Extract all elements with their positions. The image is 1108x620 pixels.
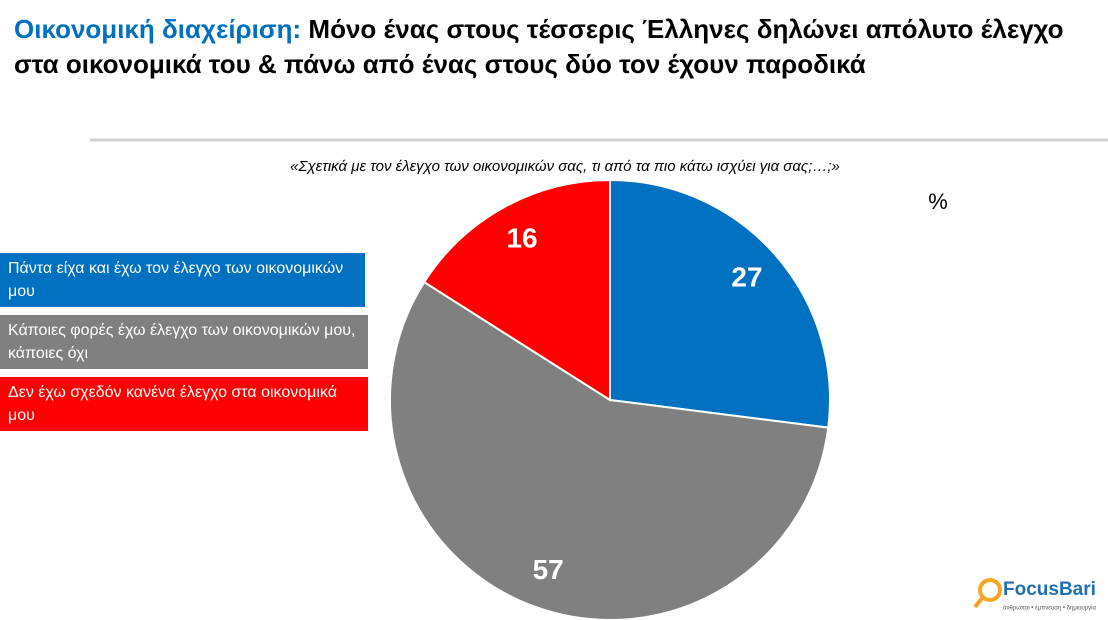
- pie-slice: [422, 178, 611, 402]
- logo-icon: [978, 578, 1002, 602]
- logo: FocusBari άνθρωποι • έμπνευση • δημιουργ…: [973, 578, 1097, 612]
- value-label: 16: [506, 222, 537, 253]
- logo-icon: [973, 595, 985, 609]
- title: Οικονομική διαχείριση: Μόνο ένας στους τ…: [14, 12, 1084, 82]
- legend-item: Κάποιες φορές έχω έλεγχο των οικονομικών…: [0, 315, 368, 369]
- title-text: Μόνο ένας στους τέσσερις Έλληνες δηλώνει…: [14, 14, 1064, 79]
- value-label: 27: [731, 262, 762, 293]
- legend-item: Δεν έχω σχεδόν κανένα έλεγχο στα οικονομ…: [0, 377, 368, 431]
- logo-name: FocusBari: [1003, 579, 1096, 600]
- legend-item: Πάντα είχα και έχω τον έλεγχο των οικονο…: [0, 253, 365, 307]
- title-prefix: Οικονομική διαχείριση:: [14, 14, 302, 44]
- pie-slice: [609, 178, 831, 429]
- pie-slice: [389, 280, 830, 620]
- unit-label: %: [928, 189, 948, 214]
- subtitle: «Σχετικά με τον έλεγχο των οικονομικών σ…: [290, 158, 840, 175]
- value-label: 57: [533, 554, 564, 585]
- logo-tagline: άνθρωποι • έμπνευση • δημιουργία: [1003, 605, 1097, 612]
